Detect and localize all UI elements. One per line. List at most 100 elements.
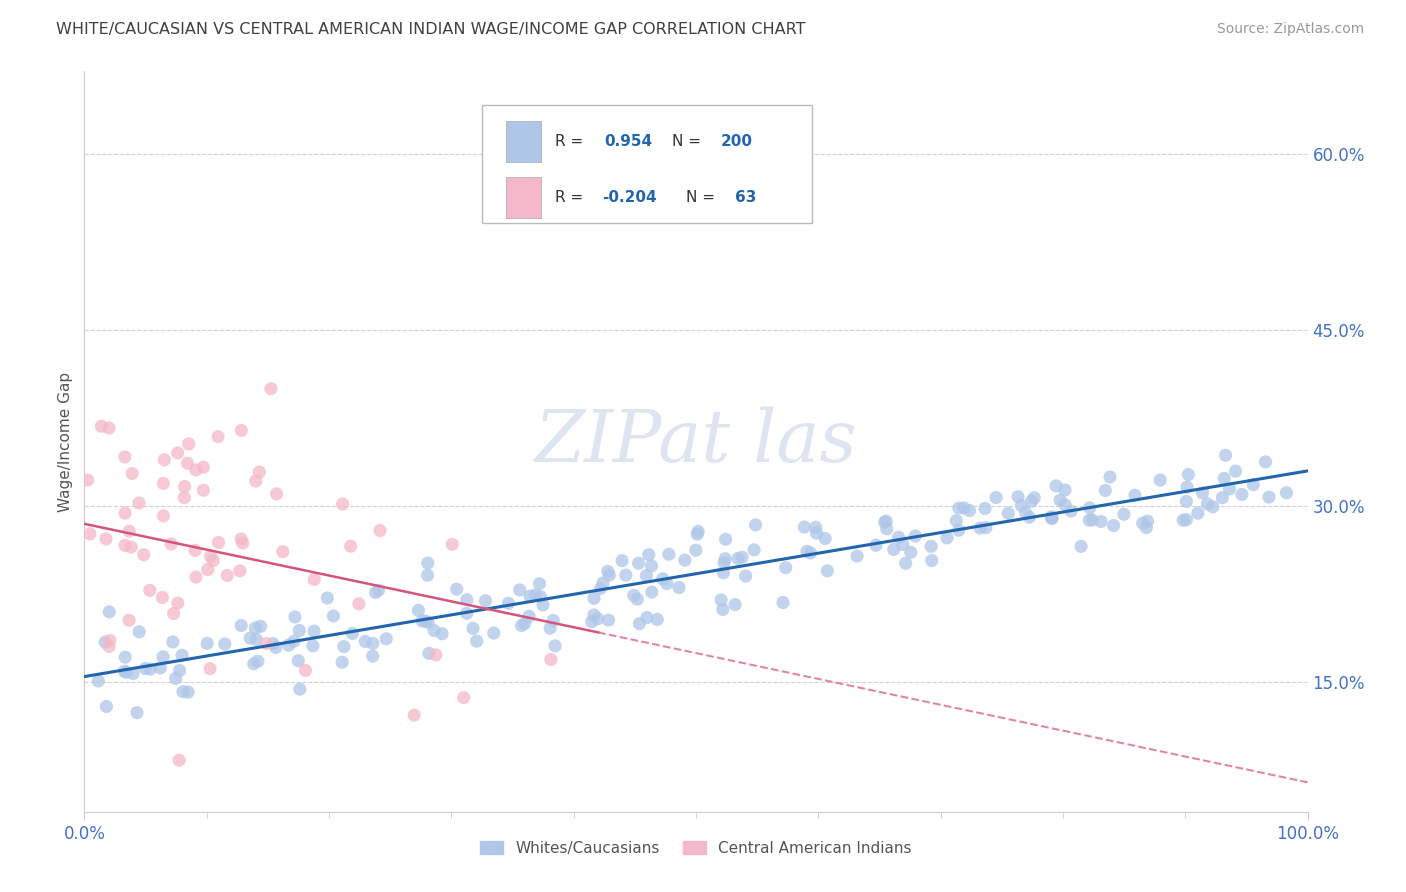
Point — [997, 506, 1019, 520]
Point — [152, 508, 174, 523]
Point — [165, 672, 187, 686]
Point — [1040, 511, 1063, 525]
Point — [651, 572, 673, 586]
Text: R =: R = — [555, 190, 583, 205]
Point — [184, 570, 207, 584]
Point — [149, 661, 172, 675]
Point — [114, 539, 136, 553]
Point — [969, 521, 991, 535]
Text: R =: R = — [555, 134, 583, 149]
Point — [734, 569, 756, 583]
Point — [1070, 540, 1092, 554]
Point — [195, 636, 218, 650]
Point — [1053, 498, 1076, 512]
Point — [284, 610, 307, 624]
Point — [713, 566, 735, 580]
Point — [87, 673, 110, 688]
FancyBboxPatch shape — [506, 121, 541, 162]
Point — [1040, 511, 1063, 525]
Point — [173, 491, 195, 505]
Point — [167, 596, 190, 610]
Point — [1202, 500, 1225, 514]
Point — [586, 612, 609, 626]
Point — [673, 553, 696, 567]
Point — [200, 549, 222, 564]
Point — [150, 591, 173, 605]
Point — [139, 662, 162, 676]
Point — [647, 612, 669, 626]
Point — [193, 483, 215, 498]
Point — [232, 536, 254, 550]
Text: N =: N = — [672, 134, 700, 149]
Point — [152, 476, 174, 491]
Point — [1060, 504, 1083, 518]
Text: 200: 200 — [720, 134, 752, 149]
Point — [184, 543, 207, 558]
Point — [96, 699, 118, 714]
Y-axis label: Wage/Income Gap: Wage/Income Gap — [58, 371, 73, 512]
Point — [688, 524, 710, 539]
Point — [304, 572, 326, 586]
Point — [172, 648, 194, 663]
Point — [1225, 464, 1247, 478]
Point — [132, 548, 155, 562]
Point — [482, 626, 505, 640]
Point — [115, 665, 138, 680]
Point — [242, 657, 264, 671]
Point — [415, 614, 437, 628]
Point — [139, 583, 162, 598]
Point — [582, 607, 605, 622]
Point — [94, 635, 117, 649]
Point — [128, 496, 150, 510]
Point — [1175, 513, 1198, 527]
Point — [875, 514, 897, 528]
Point — [184, 463, 207, 477]
Point — [1136, 514, 1159, 528]
Text: ZIPat las: ZIPat las — [534, 406, 858, 477]
Point — [239, 631, 262, 645]
Point — [1175, 480, 1198, 494]
Point — [948, 523, 970, 537]
Point — [214, 637, 236, 651]
Point — [322, 609, 344, 624]
Point — [1010, 499, 1032, 513]
Point — [1112, 507, 1135, 521]
Point — [277, 638, 299, 652]
Point — [636, 568, 658, 582]
Point — [347, 597, 370, 611]
Point — [714, 533, 737, 547]
Point — [167, 753, 190, 767]
Point — [207, 430, 229, 444]
Point — [207, 535, 229, 549]
Point — [177, 437, 200, 451]
Point — [744, 517, 766, 532]
Point — [714, 551, 737, 566]
Point — [125, 706, 148, 720]
Point — [540, 652, 562, 666]
Point — [361, 649, 384, 664]
Point — [193, 460, 215, 475]
Point — [592, 576, 614, 591]
Point — [524, 588, 547, 602]
Point — [948, 501, 970, 516]
Point — [98, 421, 121, 435]
Point — [166, 446, 188, 460]
Text: 63: 63 — [735, 190, 756, 205]
Point — [582, 591, 605, 606]
Point — [112, 665, 135, 679]
Point — [294, 664, 316, 678]
Point — [288, 682, 311, 697]
Point — [416, 556, 439, 570]
Point — [686, 527, 709, 541]
Point — [177, 685, 200, 699]
Point — [1241, 477, 1264, 491]
Text: Source: ZipAtlas.com: Source: ZipAtlas.com — [1216, 22, 1364, 37]
Point — [339, 539, 361, 553]
Point — [90, 419, 112, 434]
Point — [465, 634, 488, 648]
Point — [461, 621, 484, 635]
Point — [172, 684, 194, 698]
Point — [98, 605, 121, 619]
Point — [411, 614, 433, 628]
Point — [1021, 494, 1043, 508]
